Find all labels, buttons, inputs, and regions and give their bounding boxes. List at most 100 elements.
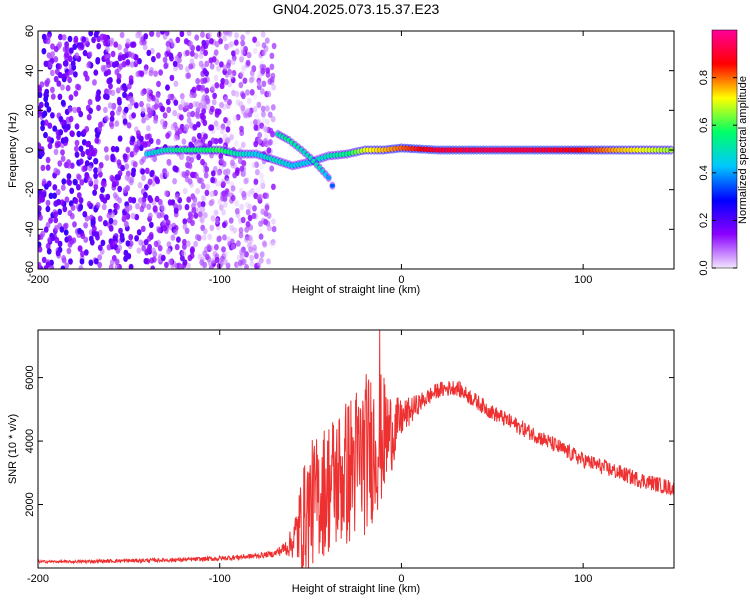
noise-blob xyxy=(187,217,192,224)
y-tick-label: 40 xyxy=(24,65,36,77)
noise-blob xyxy=(96,89,101,96)
noise-blob xyxy=(103,93,108,100)
noise-blob xyxy=(149,31,155,37)
noise-blob xyxy=(79,179,85,186)
noise-blob xyxy=(163,62,169,70)
noise-blob xyxy=(214,111,220,118)
noise-blob xyxy=(114,120,120,127)
x-tick-label: -100 xyxy=(209,573,231,585)
noise-blob xyxy=(63,222,69,229)
noise-blob xyxy=(69,187,75,194)
noise-blob xyxy=(43,119,49,126)
noise-blob xyxy=(76,174,82,181)
noise-blob xyxy=(231,50,236,57)
noise-blob xyxy=(267,78,273,85)
noise-blob xyxy=(40,164,46,172)
noise-blob xyxy=(257,137,263,144)
noise-blob xyxy=(182,223,188,230)
noise-blob xyxy=(160,105,166,113)
noise-blob xyxy=(227,190,233,197)
noise-blob xyxy=(266,147,272,154)
noise-blob xyxy=(204,60,210,67)
noise-blob xyxy=(191,207,197,214)
noise-blob xyxy=(209,63,215,70)
noise-blob xyxy=(234,208,240,215)
noise-blob xyxy=(256,77,262,85)
noise-blob xyxy=(139,100,144,108)
noise-blob xyxy=(160,31,165,35)
noise-blob xyxy=(128,263,134,269)
noise-blob xyxy=(234,90,240,97)
colorbar-tick-label: 0.0 xyxy=(698,260,710,275)
noise-blob xyxy=(53,148,59,156)
noise-blob xyxy=(76,184,81,191)
noise-blob xyxy=(265,67,271,74)
noise-blob xyxy=(131,41,137,48)
noise-blob xyxy=(52,125,58,132)
noise-blob xyxy=(261,80,267,88)
noise-blob xyxy=(74,139,80,147)
noise-blob xyxy=(60,149,65,156)
noise-blob xyxy=(240,216,246,224)
noise-blob xyxy=(239,203,245,211)
noise-blob xyxy=(254,161,259,169)
noise-blob xyxy=(267,111,273,118)
noise-blob xyxy=(111,181,117,188)
noise-blob xyxy=(52,184,58,191)
noise-blob xyxy=(87,177,93,184)
noise-blob xyxy=(80,250,85,258)
noise-blob xyxy=(74,123,80,130)
noise-blob xyxy=(256,260,262,267)
noise-blob xyxy=(249,69,255,77)
noise-blob xyxy=(215,124,221,131)
noise-blob xyxy=(251,64,257,72)
noise-blob xyxy=(79,258,85,265)
figure-title: GN04.2025.073.15.37.E23 xyxy=(273,1,440,17)
noise-blob xyxy=(204,189,210,197)
noise-blob xyxy=(73,37,79,45)
noise-blob xyxy=(258,163,264,170)
noise-blob xyxy=(123,106,129,114)
noise-blob xyxy=(202,212,208,219)
noise-blob xyxy=(137,58,142,65)
noise-blob xyxy=(194,34,200,41)
noise-blob xyxy=(174,243,180,251)
noise-blob xyxy=(138,34,144,41)
noise-blob xyxy=(229,134,235,141)
noise-blob xyxy=(174,166,179,173)
noise-blob xyxy=(53,216,59,224)
noise-blob xyxy=(213,120,219,127)
noise-blob xyxy=(105,58,111,65)
noise-blob xyxy=(134,235,140,242)
noise-blob xyxy=(254,252,259,260)
noise-blob xyxy=(244,226,250,233)
noise-blob xyxy=(173,99,179,106)
noise-blob xyxy=(122,153,128,160)
noise-blob xyxy=(181,249,187,257)
noise-blob xyxy=(183,124,189,131)
noise-blob xyxy=(46,248,52,255)
noise-blob xyxy=(73,90,79,97)
noise-blob xyxy=(46,106,52,113)
noise-blob xyxy=(149,170,155,178)
noise-blob xyxy=(184,176,190,183)
noise-blob xyxy=(157,227,162,234)
noise-blob xyxy=(212,92,218,100)
snr-frame xyxy=(37,329,675,569)
spectrogram-ylabel: Frequency (Hz) xyxy=(7,112,19,188)
noise-blob xyxy=(186,262,192,269)
noise-blob xyxy=(138,144,144,151)
noise-blob xyxy=(141,117,147,124)
noise-blob xyxy=(39,196,44,203)
noise-blob xyxy=(92,225,97,233)
noise-blob xyxy=(121,54,126,61)
noise-blob xyxy=(191,136,197,143)
noise-blob xyxy=(196,153,202,161)
noise-blob xyxy=(120,164,125,172)
noise-blob xyxy=(244,201,250,208)
noise-blob xyxy=(131,167,137,174)
noise-blob xyxy=(238,232,244,239)
noise-blob xyxy=(200,182,206,190)
noise-blob xyxy=(123,85,128,93)
noise-blob xyxy=(230,58,236,65)
